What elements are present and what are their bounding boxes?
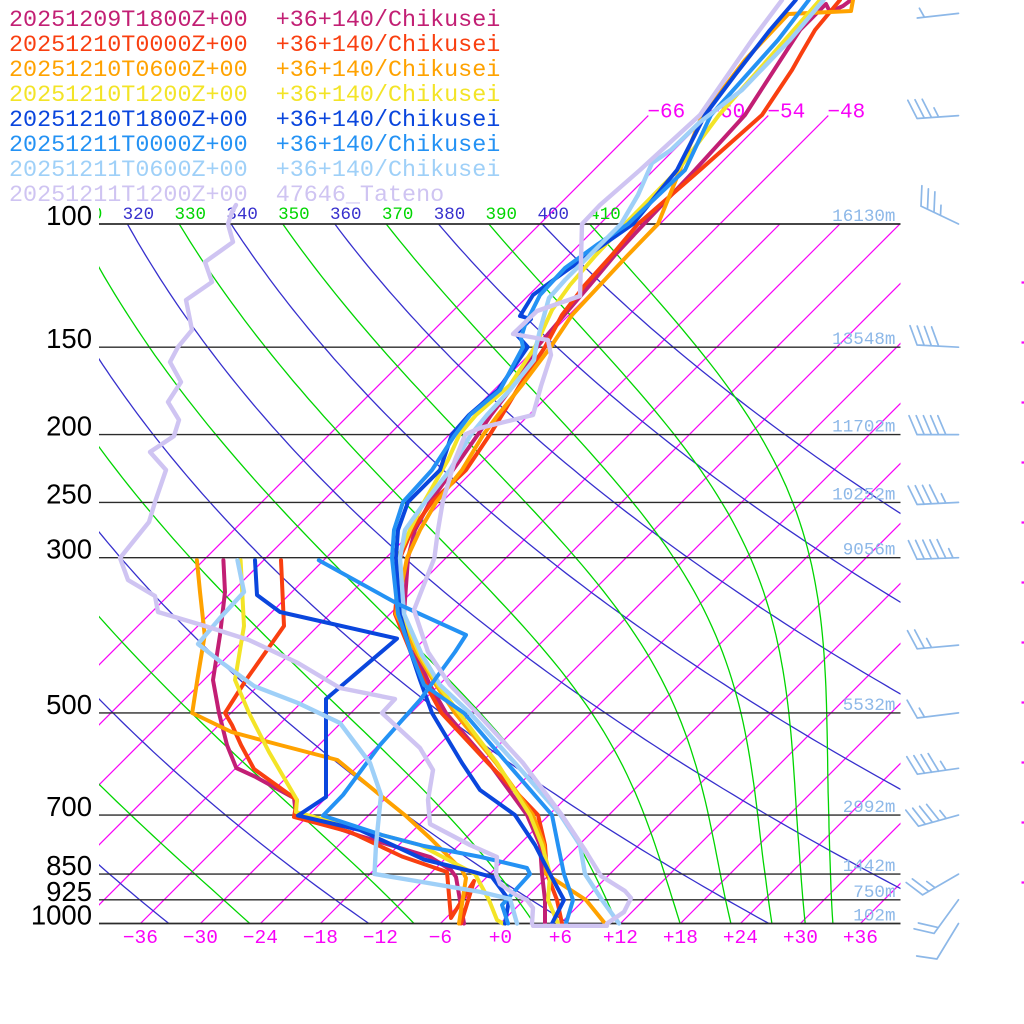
svg-text:380: 380 — [434, 205, 466, 225]
svg-text:500: 500 — [46, 689, 92, 720]
svg-text:+12: +12 — [603, 927, 638, 949]
svg-text:100: 100 — [46, 200, 92, 231]
svg-text:102m: 102m — [853, 907, 895, 927]
svg-text:330: 330 — [175, 205, 207, 225]
svg-text:925: 925 — [46, 876, 92, 907]
svg-text:11702m: 11702m — [832, 418, 895, 438]
svg-text:+30: +30 — [783, 927, 818, 949]
svg-text:+0: +0 — [489, 927, 512, 949]
svg-text:−54: −54 — [767, 102, 805, 125]
svg-text:−30: −30 — [183, 927, 218, 949]
svg-text:9056m: 9056m — [843, 541, 896, 561]
svg-text:+6: +6 — [549, 927, 572, 949]
svg-text:700: 700 — [46, 791, 92, 822]
svg-text:10252m: 10252m — [832, 485, 895, 505]
svg-text:370: 370 — [382, 205, 414, 225]
svg-text:250: 250 — [46, 478, 92, 509]
svg-text:350: 350 — [278, 205, 310, 225]
svg-text:13548m: 13548m — [832, 330, 895, 350]
svg-text:200: 200 — [46, 411, 92, 442]
svg-text:300: 300 — [46, 534, 92, 565]
svg-text:−6: −6 — [429, 927, 452, 949]
svg-text:−48: −48 — [827, 102, 865, 125]
svg-text:320: 320 — [123, 205, 155, 225]
svg-text:20251211T0000Z+00 +36+140/Chi: 20251211T0000Z+00 +36+140/Chikusei — [9, 133, 500, 159]
svg-text:−24: −24 — [243, 927, 278, 949]
svg-text:310: 310 — [71, 205, 103, 225]
svg-text:1442m: 1442m — [843, 857, 896, 877]
svg-text:16130m: 16130m — [832, 207, 895, 227]
svg-text:+24: +24 — [723, 927, 758, 949]
svg-text:20251210T0600Z+00 +36+140/Chi: 20251210T0600Z+00 +36+140/Chikusei — [9, 58, 500, 84]
svg-text:20251210T1200Z+00 +36+140/Chi: 20251210T1200Z+00 +36+140/Chikusei — [9, 83, 500, 109]
svg-text:20251210T1800Z+00 +36+140/Chi: 20251210T1800Z+00 +36+140/Chikusei — [9, 108, 500, 134]
svg-text:−36: −36 — [123, 927, 158, 949]
svg-text:360: 360 — [330, 205, 362, 225]
svg-text:410: 410 — [589, 205, 621, 225]
svg-text:750m: 750m — [853, 883, 895, 903]
svg-text:20251211T0600Z+00 +36+140/Chi: 20251211T0600Z+00 +36+140/Chikusei — [9, 158, 500, 184]
svg-text:20251209T1800Z+00 +36+140/Chi: 20251209T1800Z+00 +36+140/Chikusei — [9, 8, 500, 34]
svg-text:150: 150 — [46, 323, 92, 354]
svg-text:400: 400 — [537, 205, 569, 225]
svg-text:−18: −18 — [303, 927, 338, 949]
svg-text:20251211T1200Z+00 47646_Taten: 20251211T1200Z+00 47646_Tateno — [9, 183, 444, 209]
svg-text:+18: +18 — [663, 927, 698, 949]
svg-text:−12: −12 — [363, 927, 398, 949]
svg-text:20251210T0000Z+00 +36+140/Chi: 20251210T0000Z+00 +36+140/Chikusei — [9, 33, 500, 59]
svg-text:−66: −66 — [647, 102, 685, 125]
svg-text:850: 850 — [46, 850, 92, 881]
svg-text:2992m: 2992m — [843, 798, 896, 818]
svg-text:+36: +36 — [843, 927, 878, 949]
svg-text:1000: 1000 — [31, 900, 92, 931]
svg-text:390: 390 — [486, 205, 518, 225]
svg-text:5532m: 5532m — [843, 696, 896, 716]
